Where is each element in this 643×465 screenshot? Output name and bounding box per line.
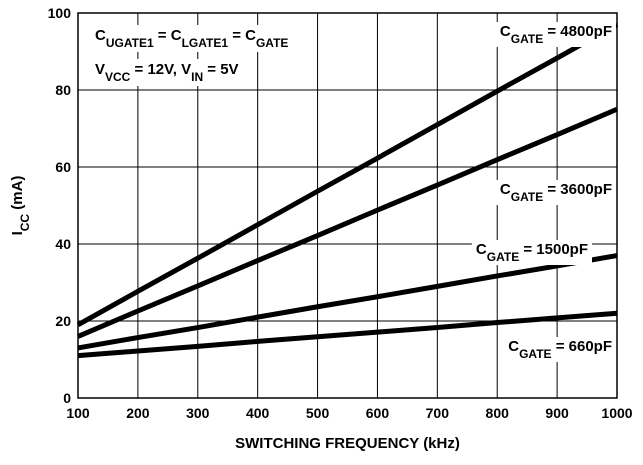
text-part: = 3600pF <box>543 181 612 198</box>
x-tick-label: 300 <box>186 405 210 421</box>
text-part: C <box>500 23 511 40</box>
text-part: V <box>95 61 105 78</box>
text-part: CC <box>18 214 32 232</box>
text-part: = 5V <box>203 61 238 78</box>
x-axis-label: SWITCHING FREQUENCY (kHz) <box>235 435 460 452</box>
lines <box>76 22 619 359</box>
x-tick-label: 700 <box>426 405 450 421</box>
legend-label: CGATE = 4800pF <box>500 23 612 46</box>
text-part: C <box>500 181 511 198</box>
y-tick-label: 100 <box>48 5 72 21</box>
text-part: (mA) <box>9 176 26 214</box>
series-line <box>77 310 618 359</box>
text-part: GATE <box>511 32 543 46</box>
annotation: CUGATE1 = CLGATE1 = CGATE <box>95 27 288 50</box>
text-part: = 4800pF <box>543 23 612 40</box>
text-part: UGATE1 <box>106 36 154 50</box>
plot-frame <box>77 12 618 399</box>
legend-bg <box>504 337 616 362</box>
text-part: GATE <box>487 250 519 264</box>
y-tick-label: 40 <box>55 236 71 252</box>
x-tick-label: 600 <box>366 405 390 421</box>
y-tick-label: 20 <box>55 313 71 329</box>
y-axis-label: ICC (mA) <box>9 176 32 236</box>
legend-bg <box>495 22 616 47</box>
text-part: C <box>476 241 487 258</box>
text-part: GATE <box>511 190 543 204</box>
x-tick-label: 400 <box>246 405 270 421</box>
series-line <box>77 106 618 339</box>
text-part: = 1500pF <box>519 241 588 258</box>
annotation-bg <box>91 25 293 52</box>
legend-label: CGATE = 3600pF <box>500 181 612 204</box>
text-part: I <box>9 231 26 235</box>
x-tick-label: 100 <box>66 405 90 421</box>
text-part: LGATE1 <box>182 36 229 50</box>
legend-label: CGATE = 660pF <box>508 338 612 361</box>
annotation-bg <box>91 59 243 86</box>
y-tick-label: 60 <box>55 159 71 175</box>
text-part: = C <box>154 27 182 44</box>
series-line <box>77 253 618 351</box>
text-part: VCC <box>105 70 131 84</box>
x-tick-label: 1000 <box>601 405 632 421</box>
legend-label: CGATE = 1500pF <box>476 241 588 264</box>
annotation: VVCC = 12V, VIN = 5V <box>95 61 239 84</box>
text-part: C <box>508 338 519 355</box>
legend-bg <box>495 180 616 205</box>
x-tick-label: 800 <box>486 405 510 421</box>
y-tick-label: 0 <box>63 390 71 406</box>
series-line <box>76 22 619 328</box>
text-part: IN <box>191 70 203 84</box>
text-part: GATE <box>519 347 551 361</box>
text-part: = C <box>228 27 256 44</box>
text-part: GATE <box>256 36 288 50</box>
text-part: = 660pF <box>552 338 612 355</box>
x-tick-label: 500 <box>306 405 330 421</box>
y-tick-label: 80 <box>55 82 71 98</box>
text-part: = 12V, V <box>130 61 191 78</box>
x-tick-label: 200 <box>126 405 150 421</box>
text-part: C <box>95 27 106 44</box>
x-tick-label: 900 <box>545 405 569 421</box>
grid <box>77 12 618 399</box>
legend-bg <box>471 240 592 265</box>
